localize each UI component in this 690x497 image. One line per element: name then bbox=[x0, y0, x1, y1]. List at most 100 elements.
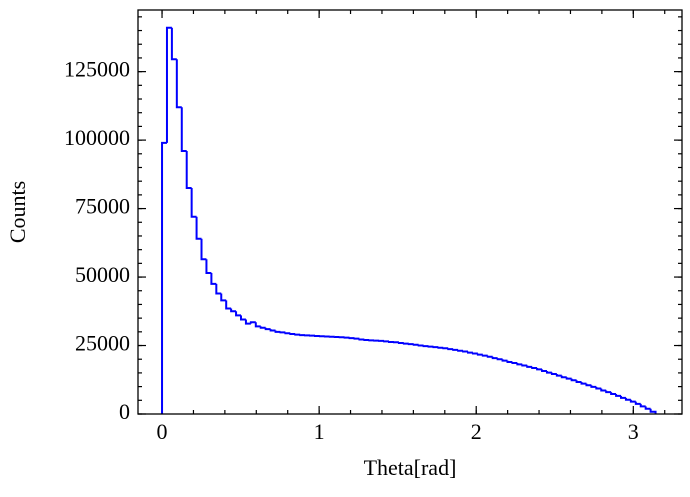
histogram-step bbox=[575, 380, 582, 383]
x-tick-label: 3 bbox=[628, 419, 639, 444]
histogram-step bbox=[620, 395, 626, 399]
histogram-step bbox=[486, 355, 493, 358]
histogram-step bbox=[175, 59, 182, 109]
histogram-step bbox=[437, 346, 444, 349]
x-tick-label: 0 bbox=[157, 419, 168, 444]
histogram-step bbox=[264, 327, 271, 331]
histogram-step bbox=[180, 107, 187, 153]
histogram-step bbox=[462, 350, 469, 353]
histogram-step bbox=[639, 403, 646, 408]
histogram-step bbox=[353, 337, 360, 340]
histogram-step bbox=[161, 141, 167, 414]
histogram-step bbox=[220, 293, 227, 302]
histogram-step bbox=[615, 394, 622, 397]
histogram-step bbox=[555, 374, 562, 377]
histogram-step bbox=[447, 348, 454, 351]
y-tick-label: 100000 bbox=[64, 125, 130, 150]
histogram-step bbox=[215, 283, 222, 295]
histogram-step bbox=[284, 332, 291, 335]
y-axis-label: Counts bbox=[5, 181, 30, 243]
histogram-step bbox=[422, 345, 429, 348]
histogram-step bbox=[590, 385, 597, 388]
histogram-step bbox=[550, 372, 557, 376]
histogram-step bbox=[536, 367, 543, 371]
histogram-step bbox=[481, 354, 488, 357]
histogram-step bbox=[289, 333, 296, 336]
histogram-step bbox=[407, 343, 414, 346]
y-tick-label: 75000 bbox=[75, 194, 130, 219]
histogram-step bbox=[496, 358, 503, 361]
histogram-step bbox=[511, 361, 518, 365]
plot-frame bbox=[137, 9, 683, 415]
histogram-step bbox=[560, 375, 567, 379]
x-tick-label: 1 bbox=[314, 419, 325, 444]
histogram-step bbox=[506, 360, 513, 363]
y-tick-label: 0 bbox=[119, 399, 130, 424]
histogram-step bbox=[249, 321, 256, 324]
histogram-step bbox=[402, 342, 409, 345]
histogram-step bbox=[585, 383, 592, 387]
histogram-step bbox=[397, 342, 404, 345]
histogram-step bbox=[279, 331, 286, 334]
histogram-step bbox=[388, 340, 394, 343]
histogram-step bbox=[610, 392, 617, 396]
histogram-step bbox=[471, 352, 478, 355]
histogram-step bbox=[545, 370, 552, 374]
histogram-step bbox=[521, 364, 528, 367]
histogram-step bbox=[491, 356, 498, 360]
histogram-step bbox=[649, 408, 657, 414]
histogram-step bbox=[412, 343, 419, 346]
histogram-step bbox=[170, 27, 177, 61]
histogram-step bbox=[629, 399, 636, 403]
histogram-step bbox=[417, 344, 424, 347]
histogram-step bbox=[467, 351, 473, 354]
histogram-step bbox=[240, 315, 246, 321]
histogram-step bbox=[274, 330, 281, 333]
histogram-step bbox=[210, 272, 217, 285]
histogram-step bbox=[624, 397, 631, 401]
histogram-step bbox=[269, 329, 276, 332]
histogram-step bbox=[427, 345, 434, 348]
histogram-step bbox=[230, 308, 237, 313]
histogram-step bbox=[235, 311, 242, 317]
histogram-step bbox=[185, 151, 192, 190]
y-tick-label: 50000 bbox=[75, 262, 130, 287]
histogram-step bbox=[190, 188, 197, 218]
histogram-step bbox=[476, 353, 483, 356]
histogram-step bbox=[358, 338, 365, 341]
y-tick-label: 125000 bbox=[64, 57, 130, 82]
histogram-step bbox=[605, 390, 612, 394]
y-tick-label: 25000 bbox=[75, 331, 130, 356]
histogram-step bbox=[432, 346, 439, 349]
histogram-step bbox=[526, 365, 533, 368]
histogram-step bbox=[595, 386, 602, 390]
histogram-step bbox=[205, 259, 212, 274]
histogram-step bbox=[580, 381, 587, 385]
histogram-step bbox=[442, 347, 449, 350]
histogram-step bbox=[348, 337, 355, 340]
histogram-step bbox=[165, 26, 172, 143]
histogram-step bbox=[383, 340, 390, 343]
histogram-step bbox=[516, 363, 523, 366]
histogram-step bbox=[531, 366, 538, 369]
histogram-step bbox=[565, 377, 572, 380]
histogram-step bbox=[541, 369, 547, 372]
histogram-step bbox=[363, 339, 370, 342]
histogram-step bbox=[570, 378, 577, 382]
histogram-step bbox=[294, 333, 301, 336]
histogram-step bbox=[259, 326, 266, 329]
histogram-step bbox=[600, 388, 607, 392]
histogram-step bbox=[501, 359, 508, 362]
histogram-step bbox=[225, 300, 232, 310]
histogram-step bbox=[452, 348, 459, 351]
histogram-step bbox=[299, 334, 306, 337]
x-tick-label: 2 bbox=[471, 419, 482, 444]
x-axis-label: Theta[rad] bbox=[364, 455, 457, 480]
histogram-step bbox=[200, 238, 207, 261]
histogram-step bbox=[644, 406, 651, 410]
histogram-step bbox=[254, 322, 261, 328]
histogram-step bbox=[195, 216, 202, 240]
histogram-step bbox=[634, 401, 641, 405]
histogram-step bbox=[457, 349, 464, 352]
